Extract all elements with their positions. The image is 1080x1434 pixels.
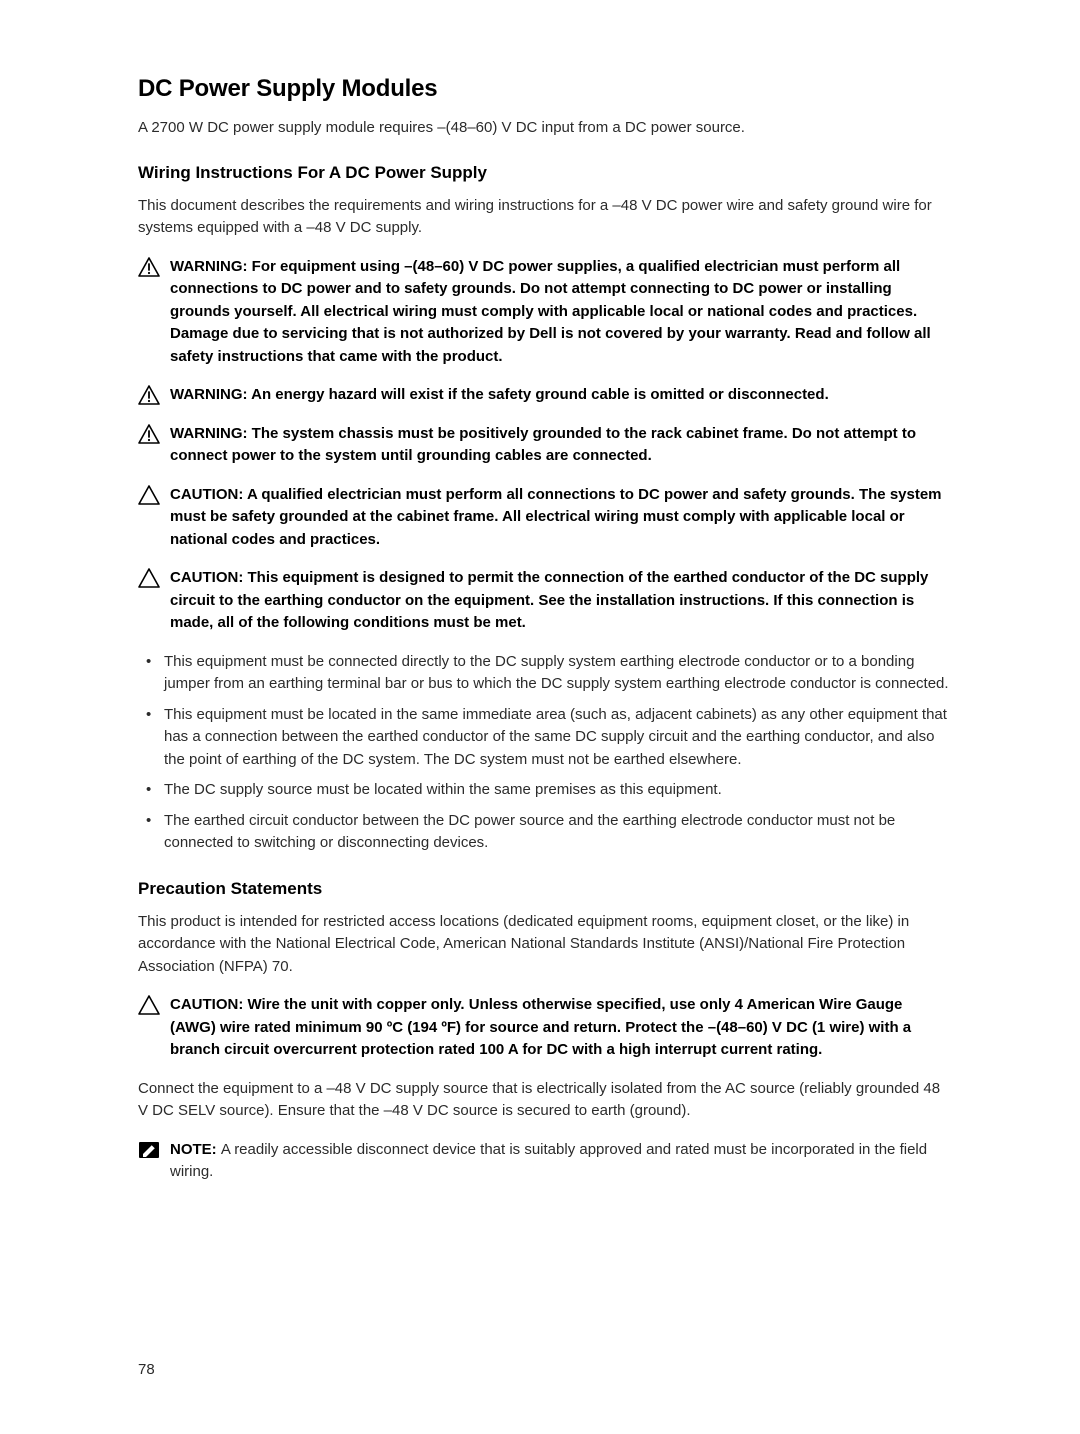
section-heading-precaution: Precaution Statements	[138, 879, 952, 899]
intro-paragraph: A 2700 W DC power supply module requires…	[138, 117, 952, 139]
warning-alert: WARNING: For equipment using –(48–60) V …	[138, 256, 952, 369]
caution-text: CAUTION: This equipment is designed to p…	[170, 567, 952, 635]
warning-text: WARNING: The system chassis must be posi…	[170, 423, 952, 468]
page-number: 78	[138, 1361, 155, 1378]
caution-alert: CAUTION: A qualified electrician must pe…	[138, 484, 952, 552]
precaution-intro-paragraph: This product is intended for restricted …	[138, 911, 952, 979]
connect-equipment-paragraph: Connect the equipment to a –48 V DC supp…	[138, 1078, 952, 1123]
caution-wire-copper: CAUTION: Wire the unit with copper only.…	[138, 994, 952, 1062]
warning-text: WARNING: For equipment using –(48–60) V …	[170, 256, 952, 369]
list-item: This equipment must be located in the sa…	[138, 704, 952, 772]
note-icon	[138, 1141, 160, 1159]
list-item: The earthed circuit conductor between th…	[138, 810, 952, 855]
warning-icon	[138, 257, 160, 277]
caution-icon	[138, 568, 160, 588]
warning-icon	[138, 385, 160, 405]
note-text: NOTE: A readily accessible disconnect de…	[170, 1139, 952, 1184]
list-item: This equipment must be connected directl…	[138, 651, 952, 696]
list-item: The DC supply source must be located wit…	[138, 779, 952, 802]
section-heading-wiring: Wiring Instructions For A DC Power Suppl…	[138, 163, 952, 183]
page-title: DC Power Supply Modules	[138, 75, 952, 103]
caution-icon	[138, 485, 160, 505]
warning-icon	[138, 424, 160, 444]
caution-text: CAUTION: A qualified electrician must pe…	[170, 484, 952, 552]
warning-text: WARNING: An energy hazard will exist if …	[170, 384, 952, 407]
caution-alert: CAUTION: This equipment is designed to p…	[138, 567, 952, 635]
caution-wire-copper-text: CAUTION: Wire the unit with copper only.…	[170, 994, 952, 1062]
conditions-list: This equipment must be connected directl…	[138, 651, 952, 855]
caution-icon	[138, 995, 160, 1015]
note-disconnect-device: NOTE: A readily accessible disconnect de…	[138, 1139, 952, 1184]
warning-alert: WARNING: The system chassis must be posi…	[138, 423, 952, 468]
wiring-intro-paragraph: This document describes the requirements…	[138, 195, 952, 240]
warning-alert: WARNING: An energy hazard will exist if …	[138, 384, 952, 407]
